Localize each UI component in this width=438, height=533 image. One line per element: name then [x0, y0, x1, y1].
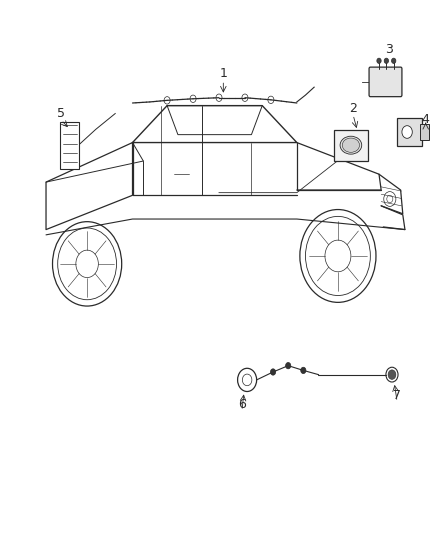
Circle shape: [388, 370, 396, 379]
Text: 1: 1: [219, 68, 227, 80]
FancyBboxPatch shape: [420, 124, 428, 140]
Text: 5: 5: [57, 107, 65, 120]
Circle shape: [384, 58, 389, 63]
Text: 7: 7: [393, 389, 401, 402]
FancyBboxPatch shape: [60, 122, 79, 168]
Ellipse shape: [402, 126, 412, 139]
Circle shape: [377, 58, 381, 63]
FancyBboxPatch shape: [369, 67, 402, 96]
Text: 3: 3: [385, 43, 393, 55]
Circle shape: [301, 367, 306, 374]
Text: 6: 6: [238, 398, 246, 411]
FancyBboxPatch shape: [396, 118, 422, 146]
Circle shape: [286, 362, 291, 369]
Ellipse shape: [340, 136, 362, 154]
Circle shape: [270, 369, 276, 375]
Text: 2: 2: [349, 102, 357, 115]
Text: 4: 4: [422, 114, 430, 126]
Circle shape: [392, 58, 396, 63]
Ellipse shape: [342, 138, 360, 152]
FancyBboxPatch shape: [334, 130, 368, 161]
